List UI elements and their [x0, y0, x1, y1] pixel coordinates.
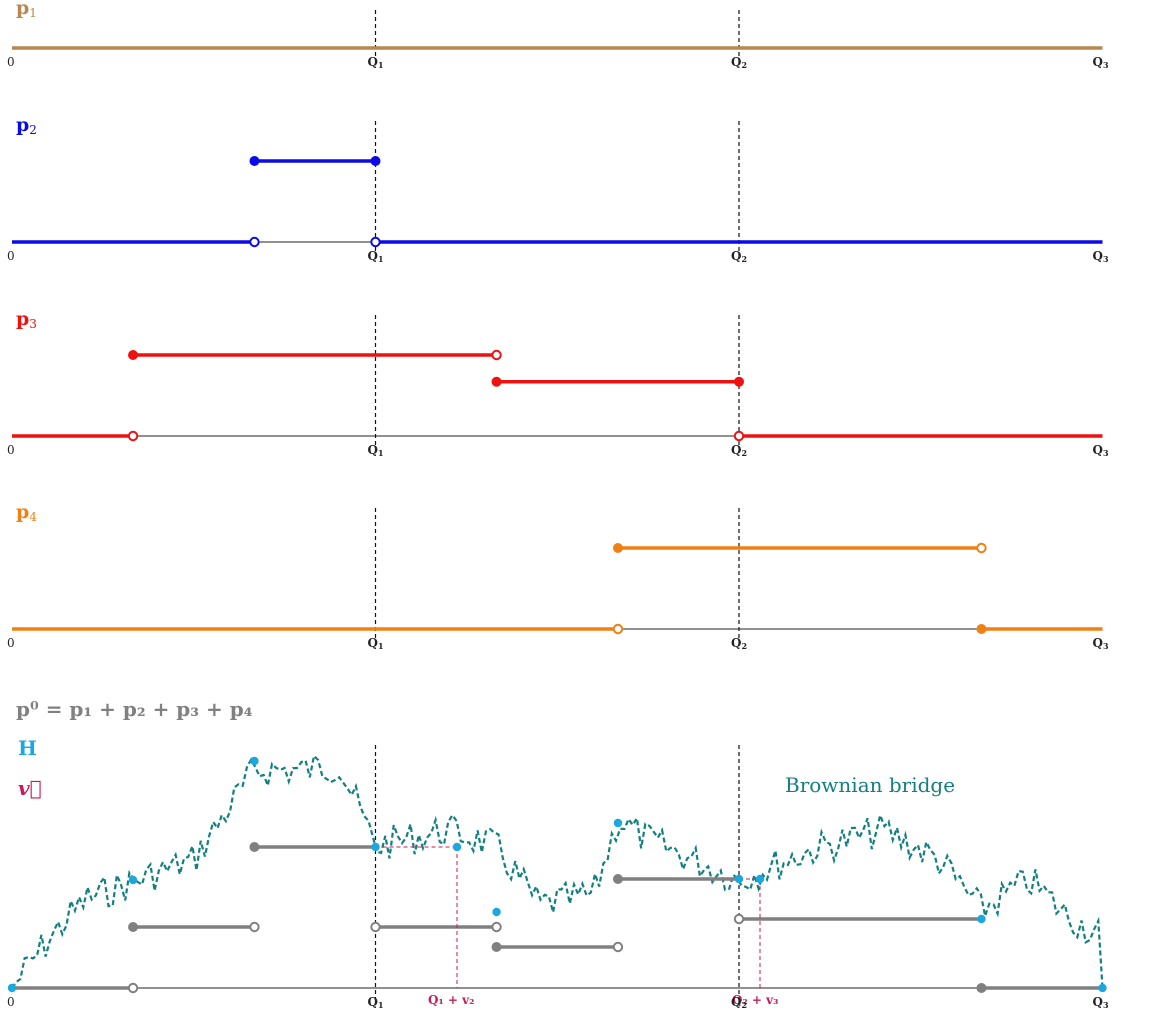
q2-plus-v3-label: Q₂ + v₃: [732, 993, 778, 1007]
filled-endpoint: [370, 156, 381, 166]
v-label: v⃗: [18, 776, 42, 800]
combined-panel: p⁰ = p₁ + p₂ + p₃ + p₄ Hv⃗ Brownian bridge…: [7, 697, 1109, 1010]
panel-p2-label: p2: [16, 114, 37, 137]
h-point: [613, 818, 623, 828]
panel-p3-tick-q1: Q1: [368, 443, 384, 458]
panel-p1-tick-q1: Q1: [368, 55, 384, 70]
panel-p2: p2 0 Q1 Q2 Q3: [7, 114, 1109, 264]
panel-p3-tick-0: 0: [7, 443, 15, 457]
h-point: [250, 756, 259, 766]
open-endpoint: [612, 941, 624, 953]
open-endpoint: [976, 542, 987, 554]
filled-endpoint: [128, 922, 139, 932]
panel-p4: p4 0 Q1 Q2 Q3: [7, 501, 1109, 651]
h-point: [492, 907, 501, 917]
filled-endpoint: [249, 156, 260, 166]
panel-p4-label: p4: [16, 501, 37, 524]
panel-p3-label: p3: [16, 308, 37, 331]
panel-p2-tick-q3: Q3: [1093, 249, 1109, 264]
h-point: [1098, 983, 1107, 993]
panels: p1 0 Q1 Q2 Q3 p2 0 Q1 Q2 Q3 p3 0 Q1 Q2 Q3 p4 0 Q1 Q2 Q3: [7, 0, 1109, 651]
h-point: [452, 842, 462, 852]
open-endpoint: [370, 921, 381, 933]
filled-endpoint: [612, 543, 623, 553]
open-endpoint: [491, 921, 502, 933]
brownian-bridge-label: Brownian bridge: [785, 773, 955, 797]
panel-p1-label: p1: [16, 0, 37, 20]
filled-endpoint: [976, 624, 987, 634]
filled-endpoint: [128, 350, 139, 360]
panel-p2-tick-0: 0: [7, 249, 15, 263]
open-endpoint: [249, 236, 260, 248]
open-endpoint: [127, 982, 139, 994]
filled-endpoint: [734, 376, 744, 387]
bottom-tick-q1: Q1: [368, 995, 384, 1010]
panel-p4-tick-q1: Q1: [368, 636, 384, 651]
h-point: [7, 983, 17, 993]
panel-p1-tick-q3: Q3: [1093, 55, 1109, 70]
h-point: [371, 842, 380, 852]
panel-p3-tick-q3: Q3: [1093, 443, 1109, 458]
panel-p2-tick-q2: Q2: [731, 249, 747, 264]
panel-p1-tick-q2: Q2: [731, 55, 747, 70]
p0-formula-label: p⁰ = p₁ + p₂ + p₃ + p₄: [16, 697, 253, 721]
bottom-tick-q3: Q3: [1093, 995, 1109, 1010]
h-point: [128, 875, 138, 885]
brownian-bridge-path: [11, 753, 1104, 989]
panel-p1: p1 0 Q1 Q2 Q3: [7, 0, 1109, 70]
filled-endpoint: [249, 842, 260, 852]
open-endpoint: [612, 623, 624, 635]
open-endpoint: [370, 236, 381, 248]
open-endpoint: [127, 430, 139, 442]
panel-p4-tick-q2: Q2: [731, 636, 747, 651]
h-point: [977, 914, 986, 924]
filled-endpoint: [612, 874, 623, 884]
open-endpoint: [491, 349, 502, 361]
h-point: [755, 874, 765, 884]
panel-p1-tick-0: 0: [7, 55, 15, 69]
panel-p3: p3 0 Q1 Q2 Q3: [7, 308, 1109, 458]
open-endpoint: [733, 913, 745, 925]
panel-p2-tick-q1: Q1: [368, 249, 384, 264]
h-label: H: [18, 736, 37, 760]
filled-endpoint: [491, 376, 502, 387]
q1-plus-v2-label: Q₁ + v₂: [428, 993, 474, 1007]
panel-p4-tick-0: 0: [7, 636, 15, 650]
bottom-tick-0: 0: [7, 995, 15, 1009]
filled-endpoint: [976, 983, 987, 993]
open-endpoint: [733, 430, 745, 442]
open-endpoint: [249, 921, 260, 933]
filled-endpoint: [491, 942, 502, 952]
h-point: [734, 874, 744, 884]
panel-p4-tick-q3: Q3: [1093, 636, 1109, 651]
panel-p3-tick-q2: Q2: [731, 443, 747, 458]
